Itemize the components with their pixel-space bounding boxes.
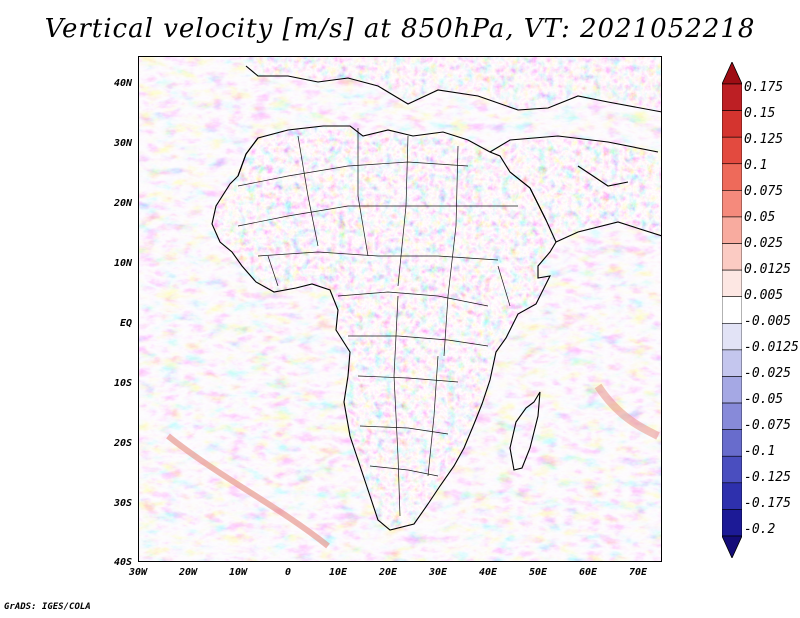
map-panel [133,56,663,562]
lat-label-30n: 30N [113,138,132,149]
colorbar-label: -0.175 [744,496,791,511]
colorbar-label: -0.005 [744,314,791,329]
lat-label-30s: 30S [113,498,132,509]
colorbar-label: 0.005 [744,288,784,303]
colorbar-label: 0.05 [744,210,776,225]
colorbar-segment [722,322,742,351]
colorbar-label: 0.15 [744,106,776,121]
lat-label-eq: EQ [119,318,132,329]
map-border [138,56,662,562]
colorbar-label: 0.175 [744,80,784,95]
colorbar-segment [722,136,742,165]
lat-label-40n: 40N [113,78,132,89]
lon-label-10w: 10W [228,567,248,578]
colorbar-segment [722,429,742,457]
lon-label-60e: 60E [578,567,598,578]
lon-label-30w: 30W [128,567,148,578]
colorbar-label: -0.075 [744,418,791,433]
colorbar-segment [722,296,742,324]
colorbar-segment [722,110,742,138]
colorbar-label: -0.2 [744,522,776,537]
colorbar-segment [722,349,742,377]
colorbar-segment [722,83,742,111]
colorbar-segment [722,163,742,191]
colorbar-segment [722,190,742,218]
colorbar-segment [722,509,742,537]
ocean-streak [166,433,330,549]
colorbar-label: -0.025 [744,366,791,381]
colorbar [722,62,742,558]
lat-label-10s: 10S [113,378,132,389]
country-borders [237,128,518,517]
credit-text: GrADS: IGES/COLA [4,602,91,612]
lat-label-10n: 10N [113,258,132,269]
colorbar-label: 0.125 [744,132,784,147]
lat-label-40s: 40S [113,557,132,568]
lon-label-70e: 70E [628,567,648,578]
lon-label-40e: 40E [478,567,498,578]
colorbar-label: 0.075 [744,184,784,199]
velocity-field-map [133,56,663,562]
colorbar-label: -0.125 [744,470,791,485]
lat-label-20s: 20S [113,438,132,449]
lon-label-10e: 10E [328,567,348,578]
indian-ocean-streak [594,383,660,440]
colorbar-segment [722,376,742,404]
colorbar-label: 0.0125 [744,262,791,277]
lat-label-20n: 20N [113,198,132,209]
colorbar-label: 0.1 [744,158,768,173]
colorbar-label: -0.0125 [744,340,799,355]
lon-label-30e: 30E [428,567,448,578]
lon-label-20e: 20E [378,567,398,578]
colorbar-segment [722,243,742,271]
lon-label-50e: 50E [528,567,548,578]
colorbar-segment [722,269,742,298]
colorbar-segment [722,402,742,430]
coastlines [211,65,663,531]
colorbar-segment [722,482,742,510]
colorbar-segment [722,216,742,244]
colorbar-label: -0.05 [744,392,784,407]
colorbar-label: -0.1 [744,444,776,459]
colorbar-label: 0.025 [744,236,784,251]
colorbar-segment [722,455,742,484]
colorbar-bottom-arrow [722,535,742,558]
colorbar-top-arrow [722,62,742,85]
lon-label-0: 0 [284,567,292,578]
lon-label-20w: 20W [178,567,198,578]
map-title: Vertical velocity [m/s] at 850hPa, VT: 2… [44,14,756,44]
